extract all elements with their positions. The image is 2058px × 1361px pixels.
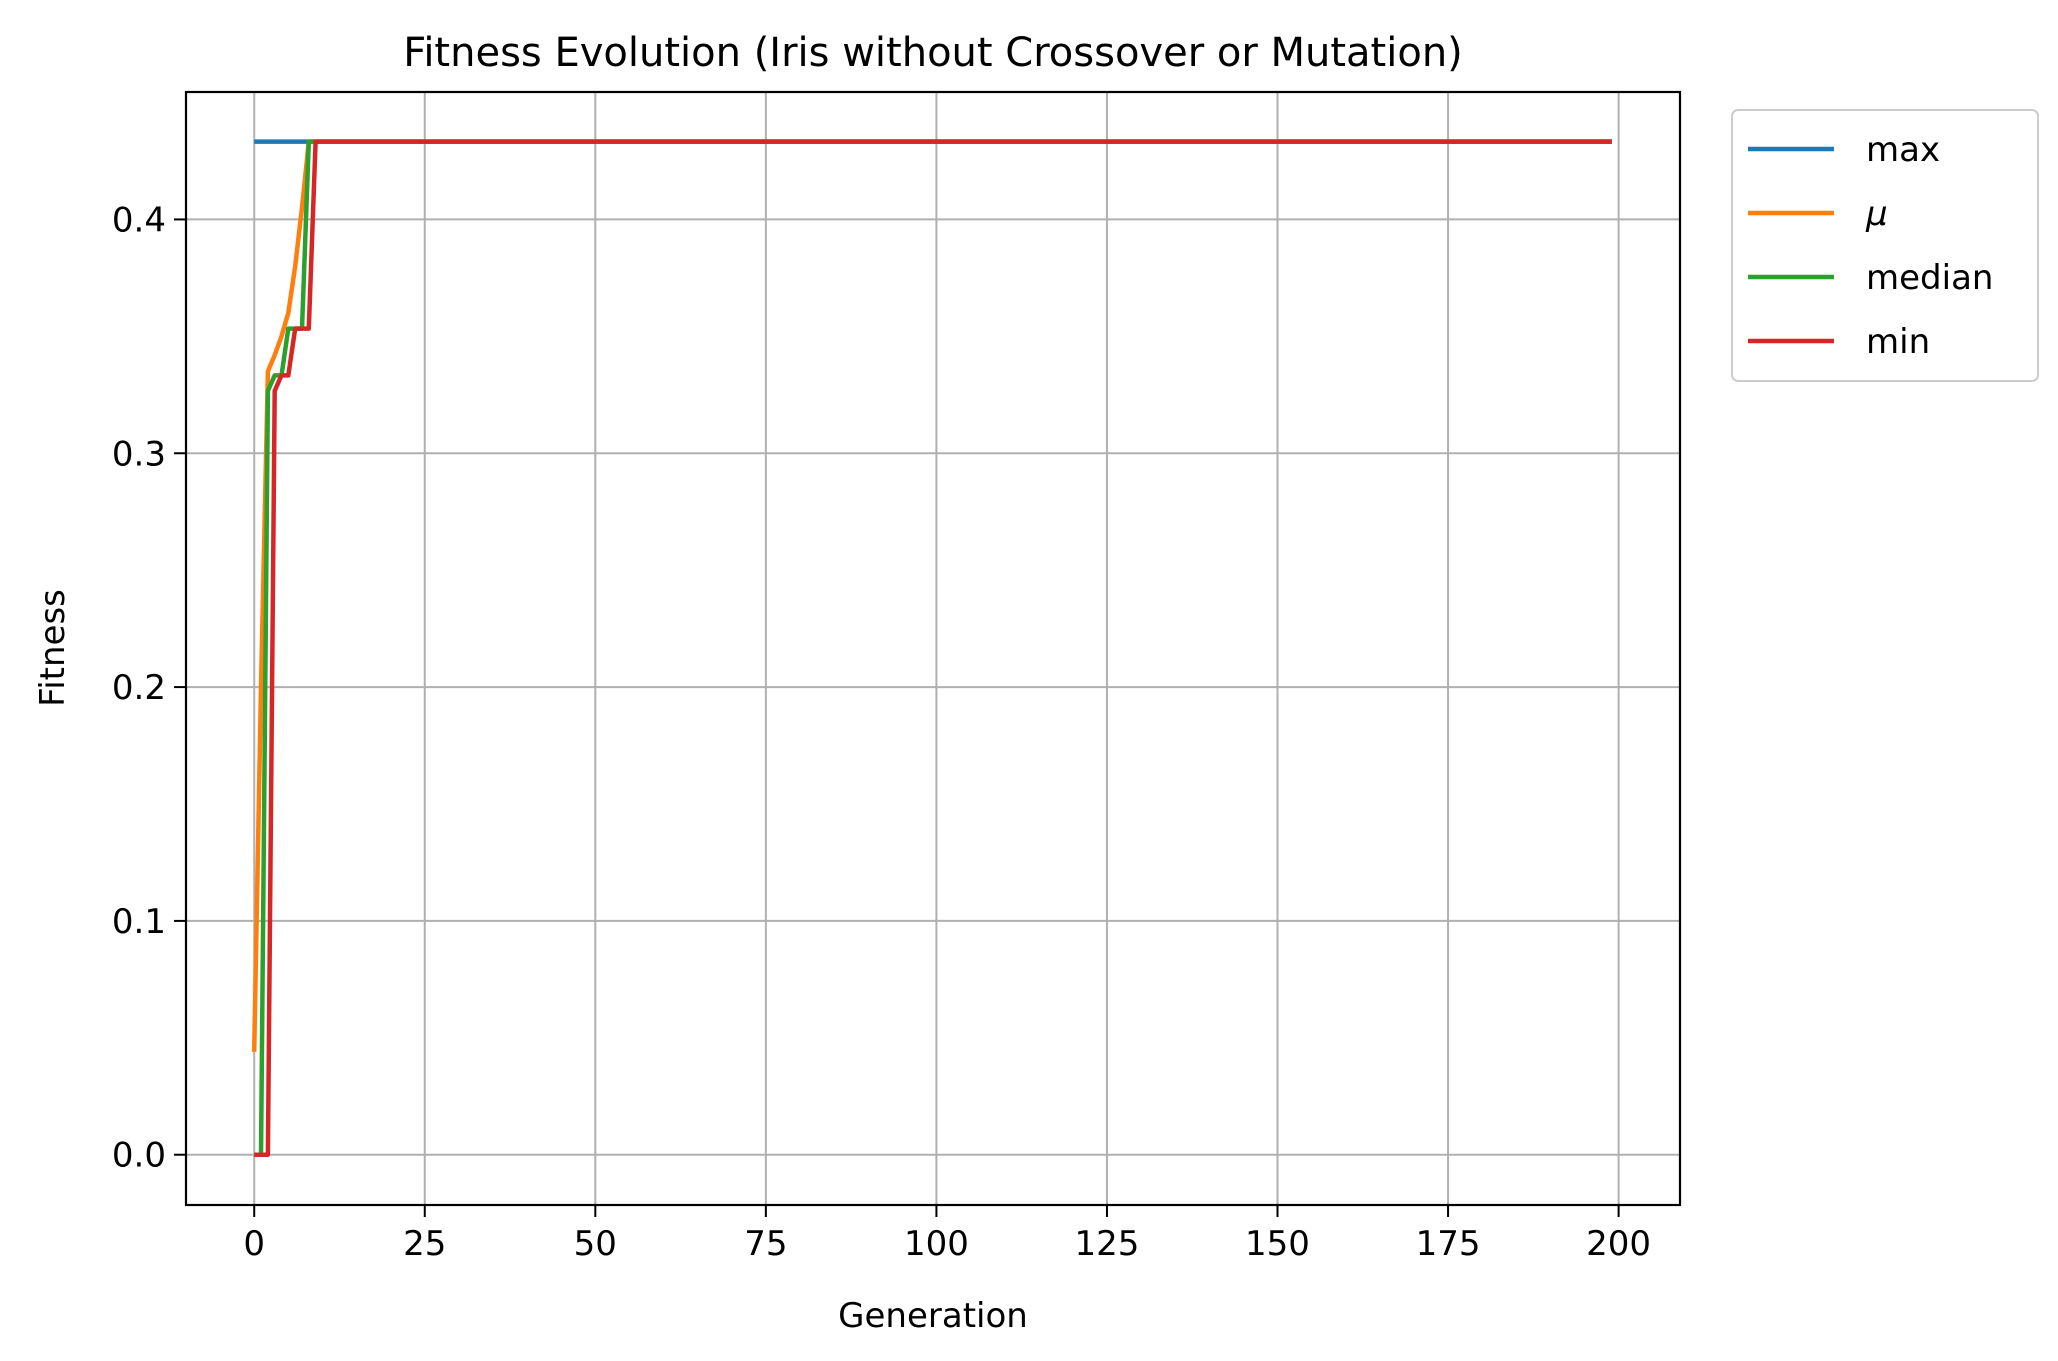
axes-frame [184, 90, 1682, 1207]
grid-lines [186, 92, 1680, 1205]
x-tick-label: 150 [1245, 1224, 1310, 1264]
chart-title: Fitness Evolution (Iris without Crossove… [403, 30, 1463, 76]
legend: max μ median min [1731, 109, 2039, 382]
series-line-min [254, 139, 1612, 1157]
x-tick-label: 50 [574, 1224, 617, 1264]
x-tick-label: 0 [243, 1224, 265, 1264]
y-tick-label: 0.1 [112, 902, 166, 942]
x-tick-label: 125 [1075, 1224, 1140, 1264]
x-axis-ticks: 0 25 50 75 100 125 150 175 200 [243, 1205, 1651, 1264]
y-tick-label: 0.2 [112, 668, 166, 708]
legend-label: min [1866, 322, 1930, 362]
x-axis-label: Generation [838, 1296, 1028, 1336]
series-line-median [254, 139, 1612, 1157]
legend-label: median [1866, 258, 1993, 298]
x-tick-label: 75 [744, 1224, 787, 1264]
series-lines [251, 139, 1612, 1157]
x-tick-label: 200 [1586, 1224, 1651, 1264]
x-tick-label: 100 [904, 1224, 969, 1264]
x-tick-label: 175 [1416, 1224, 1481, 1264]
y-tick-label: 0.0 [112, 1136, 166, 1176]
legend-label: max [1866, 130, 1940, 170]
y-axis-ticks: 0.0 0.1 0.2 0.3 0.4 [112, 200, 186, 1176]
y-axis-label: Fitness [33, 589, 73, 707]
y-tick-label: 0.4 [112, 200, 166, 240]
legend-label: μ [1865, 194, 1888, 234]
y-tick-label: 0.3 [112, 434, 166, 474]
legend-items: max μ median min [1748, 130, 1993, 362]
legend-frame [1731, 109, 2039, 382]
x-tick-label: 25 [403, 1224, 446, 1264]
